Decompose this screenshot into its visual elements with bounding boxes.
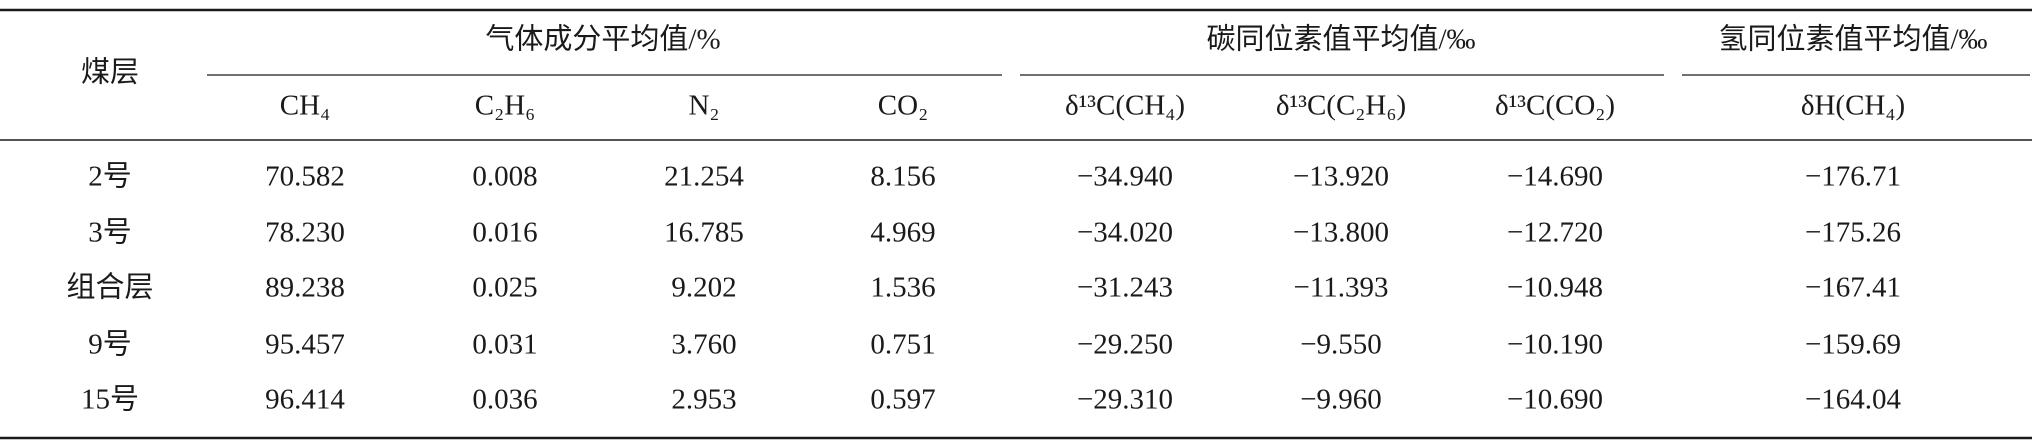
cell: 95.457 [265,329,345,361]
column-header: δ¹³C(CO₂) [1495,90,1615,122]
cell: −9.550 [1300,329,1382,361]
cell: −14.690 [1507,161,1603,193]
column-header: δH(CH₄) [1801,90,1905,122]
group-header: 气体成分平均值/% [485,23,720,56]
row-label: 3号 [88,217,132,249]
cell: 70.582 [265,161,345,193]
cell: −13.800 [1293,217,1389,249]
cell: −176.71 [1805,161,1901,193]
cell: 96.414 [265,384,345,416]
cell: 89.238 [265,272,345,304]
cell: 0.036 [472,384,537,416]
cell: −167.41 [1805,272,1901,304]
column-header: N₂ [688,90,719,122]
column-header: C₂H₆ [475,90,536,122]
row-label: 2号 [88,161,132,193]
cell: −10.948 [1507,272,1603,304]
cell: 21.254 [664,161,744,193]
cell: 16.785 [664,217,744,249]
cell: 2.953 [671,384,736,416]
cell: −10.690 [1507,384,1603,416]
column-header: δ¹³C(CH₄) [1065,90,1185,122]
cell: 9.202 [671,272,736,304]
group-header: 碳同位素值平均值/‰ [1206,23,1475,56]
cell: −34.020 [1077,217,1173,249]
cell: −164.04 [1805,384,1902,416]
group-header: 氢同位素值平均值/‰ [1718,23,1987,56]
cell: −13.920 [1293,161,1389,193]
cell: −175.26 [1805,217,1901,249]
cell: 0.008 [472,161,537,193]
column-header: δ¹³C(C₂H₆) [1276,90,1406,122]
cell: 1.536 [870,272,935,304]
cell: 0.031 [472,329,537,361]
cell: −29.250 [1077,329,1173,361]
row-label: 9号 [88,329,132,361]
cell: 0.597 [870,384,935,416]
cell: 0.016 [472,217,537,249]
row-header: 煤层 [81,56,139,89]
cell: −12.720 [1507,217,1603,249]
row-label: 组合层 [66,271,153,304]
cell: −29.310 [1077,384,1173,416]
cell: 78.230 [265,217,345,249]
cell: 3.760 [671,329,736,361]
cell: −11.393 [1293,272,1388,304]
row-label: 15号 [81,384,139,416]
cell: 4.969 [870,217,935,249]
cell: 0.751 [870,329,935,361]
column-header: CH₄ [280,90,330,122]
cell: −9.960 [1300,384,1382,416]
cell: −34.940 [1077,161,1173,193]
cell: −10.190 [1507,329,1603,361]
cell: −31.243 [1077,272,1173,304]
cell: 8.156 [870,161,935,193]
cell: 0.025 [472,272,537,304]
column-header: CO₂ [878,90,928,122]
cell: −159.69 [1805,329,1901,361]
